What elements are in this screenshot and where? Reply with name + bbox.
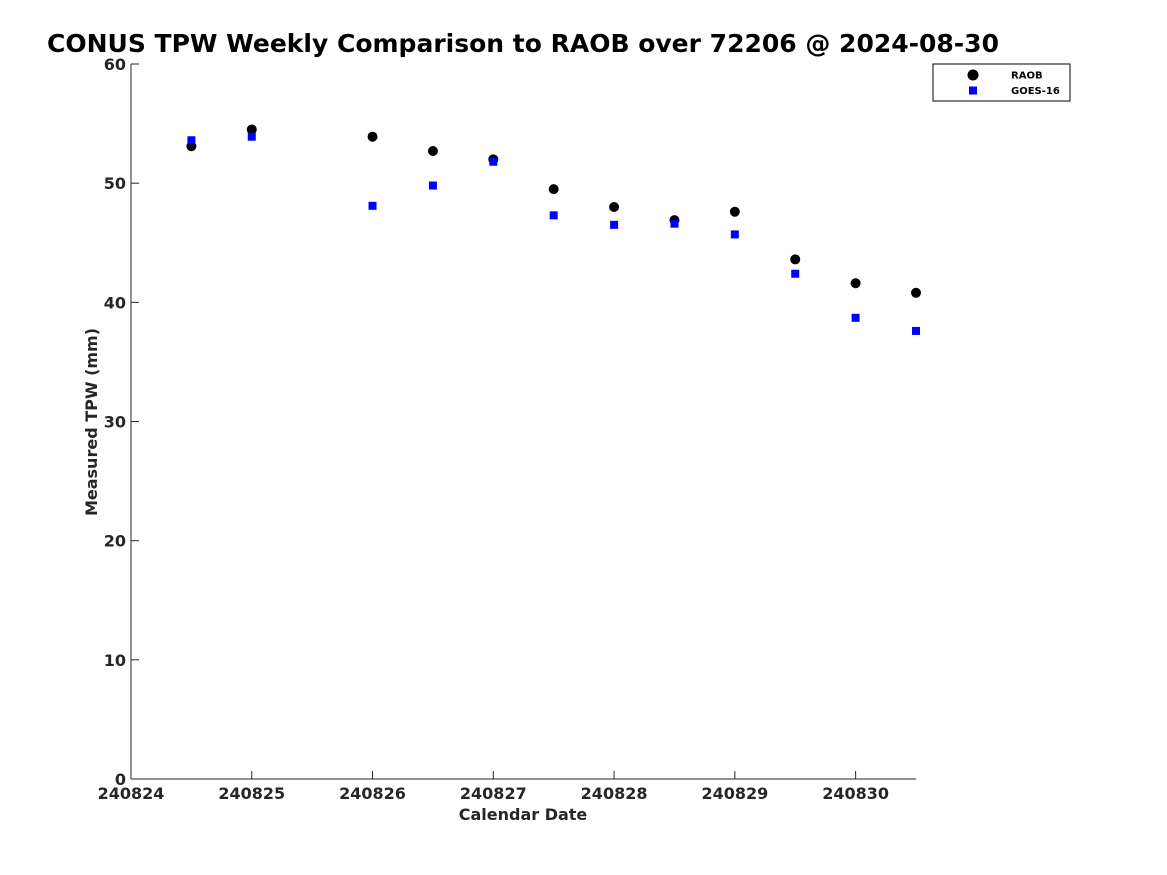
y-tick-label: 60 (104, 55, 126, 74)
goes16-point (247, 132, 256, 141)
y-tick-label: 50 (104, 174, 126, 193)
x-tick-label: 240829 (701, 784, 768, 803)
goes16-point (187, 136, 196, 145)
legend-label: RAOB (1011, 71, 1043, 82)
x-tick-label: 240826 (339, 784, 406, 803)
raob-point (427, 145, 438, 156)
y-tick-label: 0 (115, 770, 126, 789)
raob-point (729, 206, 740, 217)
y-tick-label: 30 (104, 413, 126, 432)
chart-title: CONUS TPW Weekly Comparison to RAOB over… (47, 29, 999, 58)
y-tick-label: 40 (104, 293, 126, 312)
goes16-point (549, 211, 558, 220)
legend-label: GOES-16 (1011, 86, 1060, 97)
y-tick-label: 20 (104, 532, 126, 551)
x-axis-label: Calendar Date (459, 805, 588, 824)
raob-point (911, 287, 921, 298)
raob-point (790, 254, 801, 265)
goes16-point (730, 230, 739, 239)
legend-marker-raob (967, 69, 979, 81)
goes16-point (851, 313, 860, 322)
y-ticks: 0 10 20 30 40 50 60 (104, 55, 139, 789)
y-axis-label: Measured TPW (mm) (82, 328, 101, 516)
goes16-point (912, 326, 920, 335)
goes16-point (368, 201, 377, 210)
x-tick-label: 240828 (581, 784, 648, 803)
axes (130, 64, 916, 780)
y-tick-label: 10 (104, 651, 126, 670)
raob-point (548, 184, 559, 195)
raob-point (367, 131, 378, 142)
x-tick-label: 240827 (460, 784, 527, 803)
raob-point (609, 202, 620, 212)
x-tick-label: 240824 (98, 784, 165, 803)
goes16-point (428, 181, 437, 190)
goes16-point (489, 157, 498, 166)
x-tick-label: 240825 (218, 784, 285, 803)
legend: RAOB GOES-16 (932, 63, 1071, 102)
goes16-point (610, 220, 619, 229)
legend-marker-goes16 (969, 86, 977, 95)
x-tick-label: 240830 (822, 784, 889, 803)
legend-box (932, 63, 1071, 102)
goes16-point (791, 269, 800, 278)
x-ticks: 240824 240825 240826 240827 240828 240829 2408… (98, 771, 889, 803)
data-points (186, 124, 921, 335)
raob-point (850, 278, 861, 289)
raob-point (246, 124, 257, 135)
goes16-point (670, 219, 679, 228)
